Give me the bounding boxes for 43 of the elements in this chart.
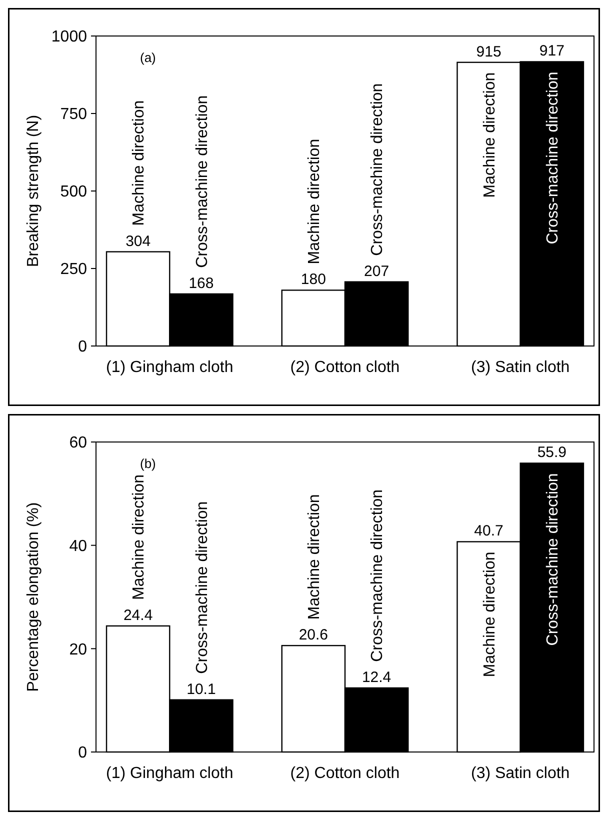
data-label: 24.4 xyxy=(123,606,153,624)
x-tick-label: (1) Gingham cloth xyxy=(106,765,234,782)
text: Cross-machine direction xyxy=(194,95,211,268)
x-tick-label: (1) Gingham cloth xyxy=(106,359,234,376)
annotation: (b) xyxy=(140,456,156,471)
text: Machine direction xyxy=(306,138,324,264)
series-label: Machine direction xyxy=(481,72,498,198)
y-tick-label: 500 xyxy=(60,184,88,201)
x-tick-label: (3) Satin cloth xyxy=(470,765,570,782)
y-axis-title: Percentage elongation (%) xyxy=(25,502,42,692)
text: Machine direction xyxy=(130,474,148,600)
series-label: Cross-machine direction xyxy=(544,473,562,646)
data-label: 915 xyxy=(476,43,502,60)
y-tick-label: 60 xyxy=(69,434,88,452)
data-label: 12.4 xyxy=(362,668,392,686)
data-label: 917 xyxy=(539,42,564,60)
text: Cross-machine direction xyxy=(369,83,386,256)
data-label: 304 xyxy=(126,232,151,250)
data-label: 180 xyxy=(300,271,326,288)
data-label: 20.6 xyxy=(298,626,328,644)
series-label: Cross-machine direction xyxy=(544,72,562,244)
y-tick-label: 0 xyxy=(78,338,88,356)
data-label: 40.7 xyxy=(474,522,504,540)
y-tick-label: 1000 xyxy=(51,28,88,46)
text: Machine direction xyxy=(130,100,148,226)
series-label: Machine direction xyxy=(481,552,498,678)
y-tick-label: 20 xyxy=(69,641,88,658)
data-label: 55.9 xyxy=(537,444,567,462)
y-axis-title: Breaking strength (N) xyxy=(25,114,42,268)
data-label: 10.1 xyxy=(186,680,216,698)
y-tick-label: 0 xyxy=(78,744,88,762)
data-label: 207 xyxy=(364,262,390,280)
text: Cross-machine direction xyxy=(194,501,211,674)
x-tick-label: (2) Cotton cloth xyxy=(290,765,400,782)
y-tick-label: 750 xyxy=(60,106,88,124)
text: Cross-machine direction xyxy=(369,489,386,662)
data-label: 168 xyxy=(188,274,214,292)
x-tick-label: (2) Cotton cloth xyxy=(290,359,400,376)
annotation: (a) xyxy=(140,50,156,65)
y-tick-label: 250 xyxy=(60,261,88,278)
y-tick-label: 40 xyxy=(69,538,88,555)
x-tick-label: (3) Satin cloth xyxy=(470,359,570,376)
text: Machine direction xyxy=(306,494,324,620)
